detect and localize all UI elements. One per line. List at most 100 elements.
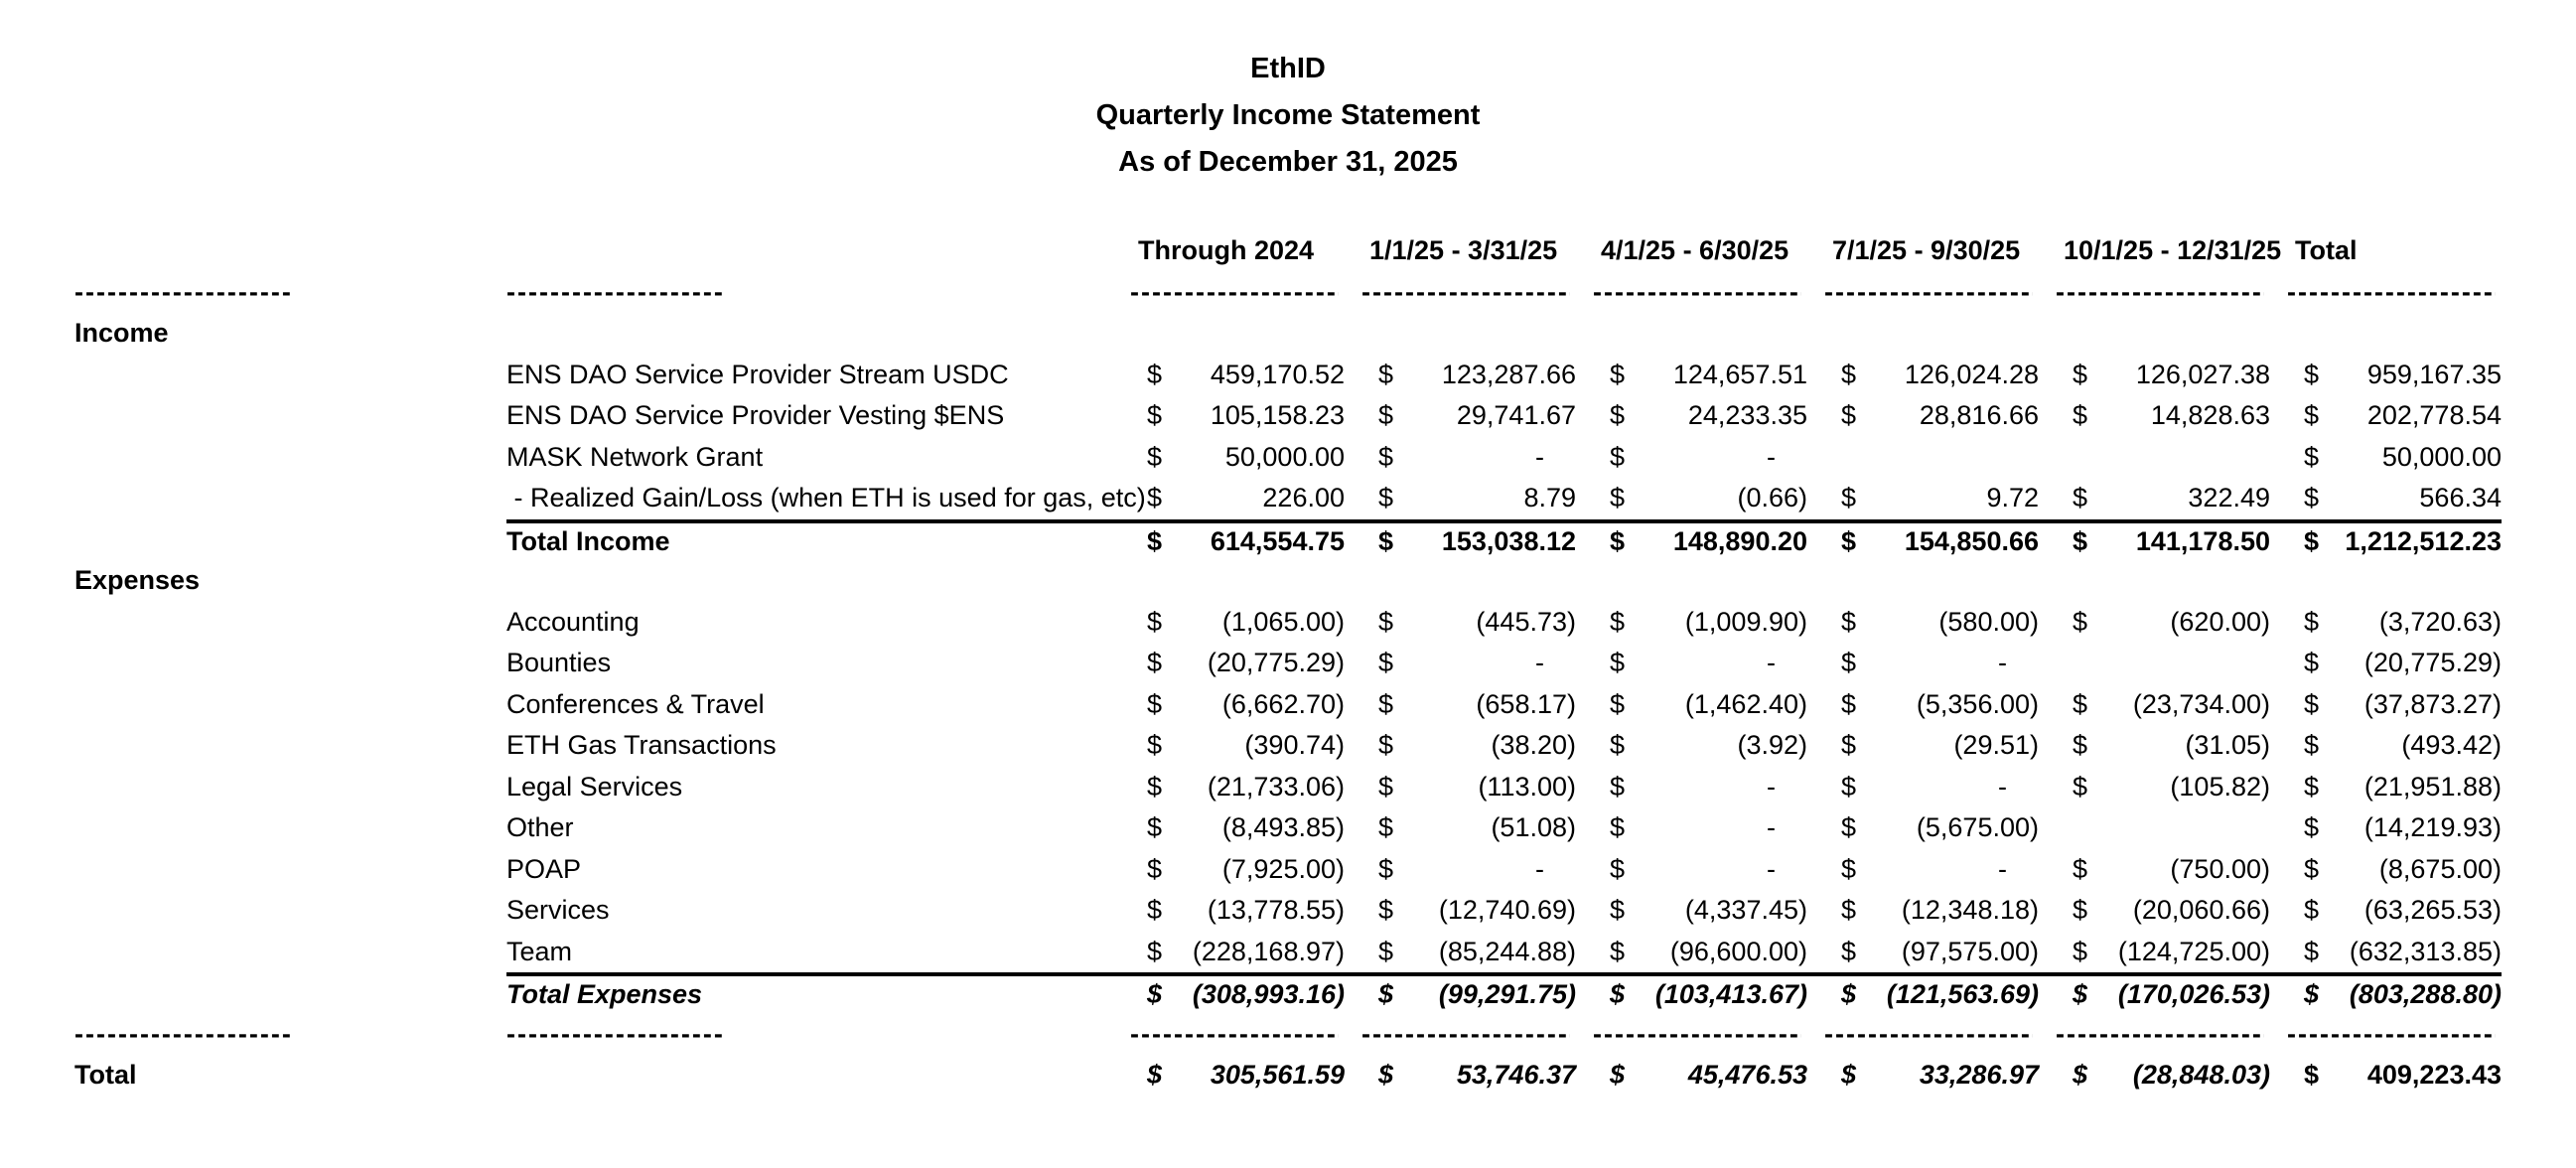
dashed-separator: -------------------------------- <box>2056 1018 2264 1049</box>
currency-symbol: $ <box>1841 483 1857 512</box>
amount-value: (121,563.69) <box>1886 979 2039 1009</box>
amount-value: (124,725.00) <box>2117 936 2270 966</box>
amount-cell: $ - <box>1361 849 1576 891</box>
amount-cell: $ (8,493.85) <box>1130 807 1345 849</box>
amount-value: (28,848.03) <box>2132 1060 2270 1090</box>
currency-symbol: $ <box>1378 853 1394 884</box>
line-item-label: Accounting <box>506 606 640 637</box>
row-footer-separator: -------------------- ------------ --------… <box>74 1014 2576 1056</box>
line-item-label: ETH Gas Transactions <box>506 730 777 760</box>
amount-value: 566.34 <box>2419 483 2502 512</box>
currency-symbol: $ <box>1610 525 1626 556</box>
currency-symbol: $ <box>1378 606 1394 637</box>
currency-symbol: $ <box>2073 853 2088 884</box>
amount-cell: $148,890.20 <box>1593 521 1807 563</box>
amount-value: (3.92) <box>1737 730 1807 760</box>
currency-symbol: $ <box>1610 812 1626 842</box>
dashed-separator: -------------------------------- <box>1824 276 2033 307</box>
section-label: Income <box>74 318 169 348</box>
item-label-cell: Legal Services <box>506 767 1130 808</box>
amount-value: 409,223.43 <box>2366 1060 2502 1090</box>
amount-value: (803,288.80) <box>2349 979 2502 1009</box>
currency-symbol: $ <box>1147 688 1163 719</box>
currency-symbol: $ <box>1378 441 1394 472</box>
amount-cell: $123,287.66 <box>1361 355 1576 396</box>
amount-value: 202,778.54 <box>2366 400 2502 430</box>
currency-symbol: $ <box>2073 730 2088 760</box>
amount-cell: $ (103,413.67) <box>1593 974 1807 1016</box>
amount-cell: $124,657.51 <box>1593 355 1807 396</box>
row-body <box>506 313 2502 355</box>
amount-value: 123,287.66 <box>1441 359 1576 389</box>
row-legal-services: Legal Services $ (21,733.06) $ (113.00) $ - $ - $… <box>74 767 2576 808</box>
amount-value: (7,925.00) <box>1221 853 1345 884</box>
amount-value: 124,657.51 <box>1672 359 1807 389</box>
amount-cell: $ (6,662.70) <box>1130 684 1345 726</box>
amount-cell: $ (632,313.85) <box>2287 932 2502 973</box>
amount-cell: $ (228,168.97) <box>1130 932 1345 973</box>
row-total-expenses: Total Expenses $ (308,993.16) $ (99,291.75) $… <box>74 972 2576 1014</box>
amount-cell: $ (308,993.16) <box>1130 974 1345 1016</box>
currency-symbol: $ <box>1147 979 1163 1009</box>
currency-symbol: $ <box>2073 936 2088 966</box>
amount-value: (620.00) <box>2170 606 2270 637</box>
amount-cell: $ (390.74) <box>1130 725 1345 767</box>
amount-value: 50,000.00 <box>2381 441 2502 472</box>
amount-cell: $ (620.00) <box>2056 602 2270 644</box>
dashed-separator: -------------------------------- <box>2287 1018 2496 1049</box>
amount-cell: $322.49 <box>2056 478 2270 519</box>
currency-symbol: $ <box>1378 483 1394 512</box>
company-name: EthID <box>1250 53 1326 84</box>
line-item-label: Services <box>506 895 610 925</box>
amount-value: (1,065.00) <box>1221 606 1345 637</box>
amount-cell: $ (99,291.75) <box>1361 974 1576 1016</box>
amount-value: (113.00) <box>1478 771 1576 802</box>
amount-value: (99,291.75) <box>1438 979 1576 1009</box>
amount-cell: $305,561.59 <box>1130 1055 1345 1096</box>
row-body: Other $ (8,493.85) $ (51.08) $ - $ (5,675.00) $ (1… <box>506 807 2502 849</box>
amount-cell: $ (21,951.88) <box>2287 767 2502 808</box>
currency-symbol: $ <box>1610 400 1626 430</box>
item-label-cell: POAP <box>506 849 1130 891</box>
row-realized-gain-loss: - Realized Gain/Loss (when ETH is used f… <box>74 478 2576 519</box>
row-body: Total Income $614,554.75 $153,038.12 $148,8… <box>506 518 2502 563</box>
item-label-cell: -------------------------------- <box>506 1014 1130 1056</box>
amount-cell: $29,741.67 <box>1361 395 1576 437</box>
column-separator-cell: -------------------------------- <box>2056 272 2270 314</box>
line-item-label: POAP <box>506 853 582 884</box>
amount-cell: $ (113.00) <box>1361 767 1576 808</box>
amount-cell: $ (750.00) <box>2056 849 2270 891</box>
amount-cell: $45,476.53 <box>1593 1055 1807 1096</box>
currency-symbol: $ <box>1841 812 1857 842</box>
row-body: ENS DAO Service Provider Stream USDC $459… <box>506 355 2502 396</box>
amount-value: (308,993.16) <box>1192 979 1345 1009</box>
amount-cell: $ (97,575.00) <box>1824 932 2039 973</box>
amount-value: (390.74) <box>1244 730 1345 760</box>
amount-value: 459,170.52 <box>1210 359 1345 389</box>
currency-symbol: $ <box>2073 483 2088 512</box>
amount-value: (228,168.97) <box>1192 936 1345 966</box>
line-item-label: Bounties <box>506 648 612 677</box>
amount-cell: $ (1,065.00) <box>1130 602 1345 644</box>
amount-value: 305,561.59 <box>1210 1060 1345 1090</box>
row-expenses-section: Expenses <box>74 560 2576 602</box>
amount-value: 8.79 <box>1523 483 1576 512</box>
amount-value: - <box>1767 853 1776 884</box>
column-separator-cell: -------------------------------- <box>1130 1014 1345 1056</box>
dashed-separator: -------------------------------- <box>2056 276 2264 307</box>
row-team: Team $ (228,168.97) $ (85,244.88) $ (96,600.00… <box>74 932 2576 973</box>
amount-value: - <box>1535 853 1544 884</box>
amount-value: 105,158.23 <box>1210 400 1345 430</box>
line-item-label: ENS DAO Service Provider Vesting $ENS <box>506 400 1005 430</box>
section-column-cell: Expenses <box>74 560 506 602</box>
currency-symbol: $ <box>2073 525 2088 556</box>
item-label-cell: MASK Network Grant <box>506 437 1130 479</box>
dashed-separator: -------------------------------- <box>506 1018 723 1049</box>
currency-symbol: $ <box>1147 400 1163 430</box>
currency-symbol: $ <box>1378 895 1394 925</box>
amount-cell: $ (13,778.55) <box>1130 890 1345 932</box>
amount-cell: $ (445.73) <box>1361 602 1576 644</box>
dashed-separator: -------------------------------- <box>1593 1018 1801 1049</box>
currency-symbol: $ <box>1841 648 1857 677</box>
